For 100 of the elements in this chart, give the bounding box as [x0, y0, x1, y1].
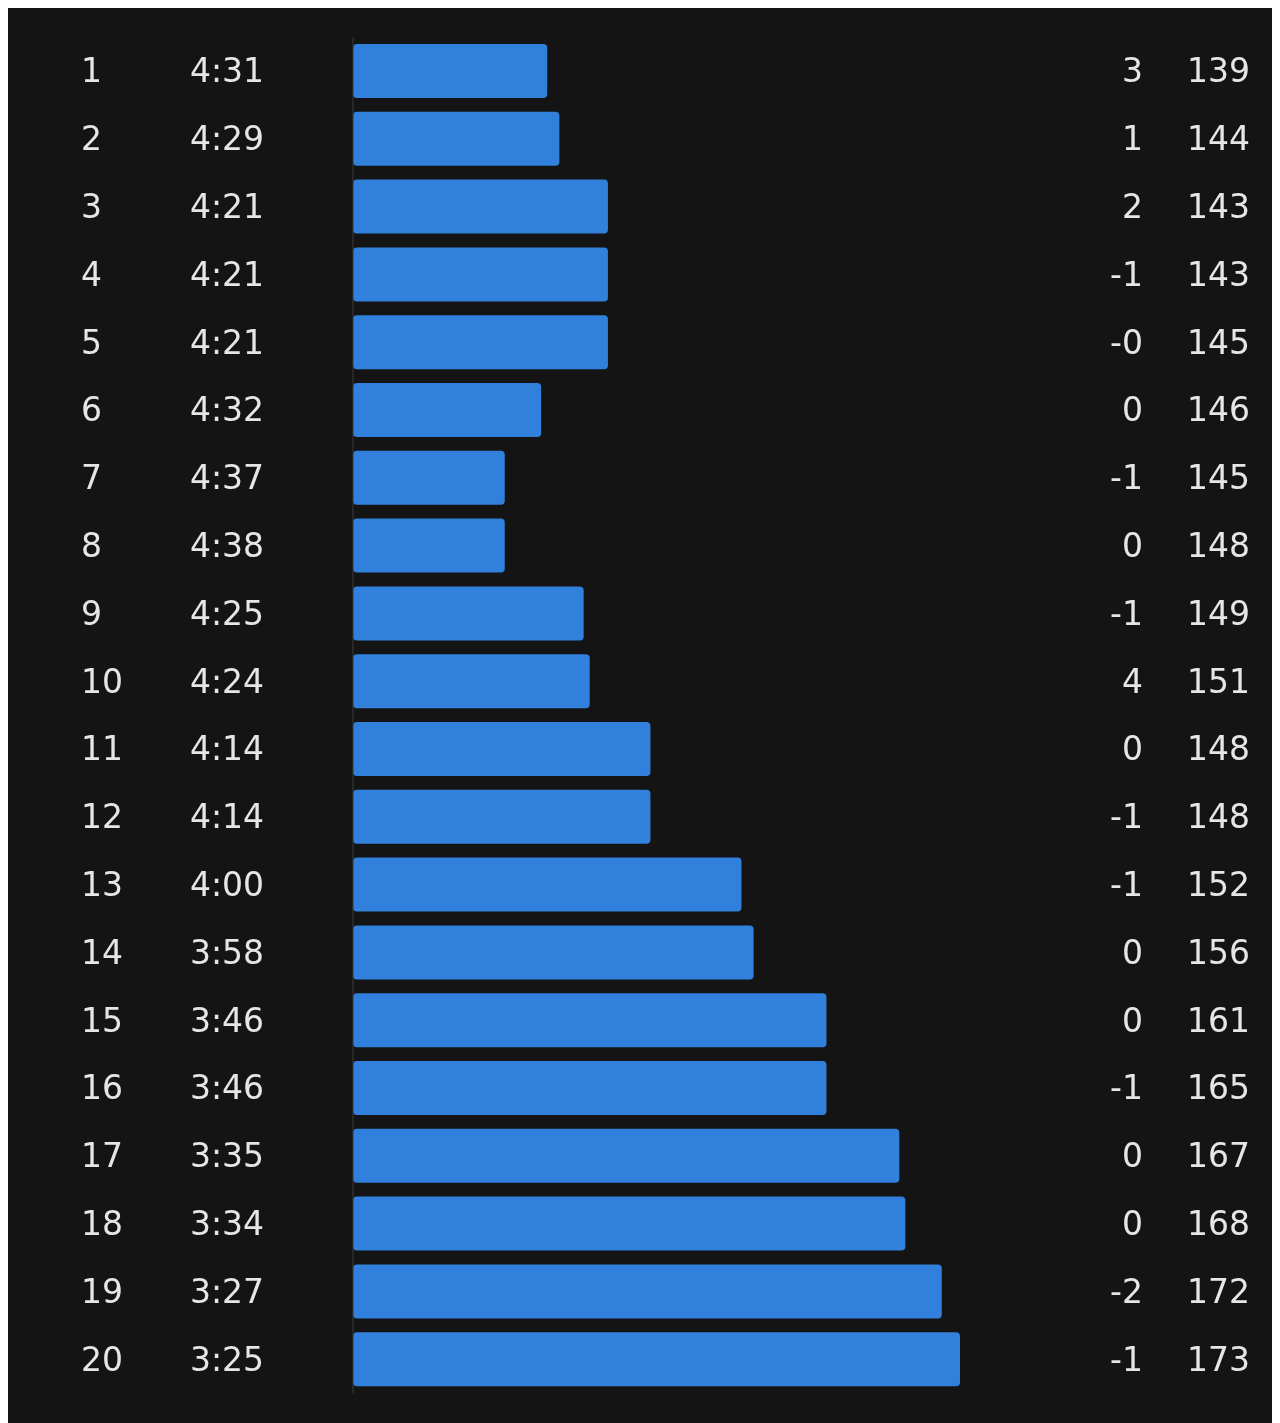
text: 3:46 — [190, 1000, 265, 1040]
text: 4:38 — [190, 526, 265, 566]
bar — [353, 722, 651, 776]
bar — [353, 654, 590, 709]
text: 0 — [1122, 1136, 1143, 1176]
text: 3:58 — [190, 932, 265, 972]
text: -2 — [1110, 1271, 1143, 1311]
y-tick-label: 18 — [81, 1204, 123, 1244]
text: 4:14 — [190, 729, 265, 769]
y-tick-label: 6 — [81, 390, 102, 430]
text: 4:29 — [190, 119, 265, 159]
text: 4:25 — [190, 593, 265, 633]
bar — [353, 518, 505, 573]
text: 4:14 — [190, 797, 265, 837]
text: 167 — [1187, 1136, 1250, 1176]
bar — [353, 1061, 827, 1115]
text: 4:21 — [190, 187, 265, 227]
text: 148 — [1187, 729, 1250, 769]
y-tick-label: 13 — [81, 865, 123, 905]
text: 4:21 — [190, 322, 265, 362]
text: 172 — [1187, 1271, 1250, 1311]
y-tick-label: 7 — [81, 458, 102, 498]
text: -1 — [1110, 1068, 1143, 1108]
y-tick-label: 10 — [81, 661, 123, 701]
text: 143 — [1187, 187, 1250, 227]
text: 173 — [1187, 1339, 1250, 1379]
text: 168 — [1187, 1204, 1250, 1244]
bar — [353, 789, 651, 844]
text: 156 — [1187, 932, 1250, 972]
text: 4:37 — [190, 458, 265, 498]
bar — [353, 450, 505, 505]
text: 3:46 — [190, 1068, 265, 1108]
text: 4:24 — [190, 661, 265, 701]
bar — [353, 1196, 906, 1251]
text: -0 — [1110, 322, 1143, 362]
bar — [353, 1332, 960, 1387]
y-tick-label: 14 — [81, 932, 123, 972]
text: 0 — [1122, 1204, 1143, 1244]
y-tick-label: 9 — [81, 593, 102, 633]
text: -1 — [1110, 593, 1143, 633]
y-tick-label: 4 — [81, 254, 102, 294]
text: 145 — [1187, 322, 1250, 362]
text: 151 — [1187, 661, 1250, 701]
text: -1 — [1110, 797, 1143, 837]
text: 144 — [1187, 119, 1250, 159]
text: -1 — [1110, 458, 1143, 498]
y-tick-label: 5 — [81, 322, 102, 362]
text: 145 — [1187, 458, 1250, 498]
y-tick-label: 3 — [81, 187, 102, 227]
text: 0 — [1122, 390, 1143, 430]
text: -1 — [1110, 865, 1143, 905]
text: 1 — [1122, 119, 1143, 159]
text: 4 — [1122, 661, 1143, 701]
text: 152 — [1187, 865, 1250, 905]
text: 146 — [1187, 390, 1250, 430]
text: 143 — [1187, 254, 1250, 294]
y-tick-label: 12 — [81, 797, 123, 837]
text: 3:27 — [190, 1271, 265, 1311]
y-tick-label: 15 — [81, 1000, 123, 1040]
text: 165 — [1187, 1068, 1250, 1108]
text: 139 — [1187, 51, 1250, 91]
text: 4:00 — [190, 865, 265, 905]
bar — [353, 1128, 900, 1183]
text: 4:31 — [190, 51, 265, 91]
y-tick-label: 17 — [81, 1136, 123, 1176]
text: 148 — [1187, 526, 1250, 566]
y-tick-label: 11 — [81, 729, 123, 769]
bar — [353, 925, 754, 980]
text: 4:32 — [190, 390, 265, 430]
bar — [353, 857, 742, 912]
bar — [353, 993, 827, 1048]
y-tick-label: 1 — [81, 51, 102, 91]
text: 3 — [1122, 51, 1143, 91]
bar — [353, 111, 560, 166]
bar — [353, 383, 542, 437]
y-tick-label: 19 — [81, 1271, 123, 1311]
bar — [353, 1264, 942, 1319]
text: 0 — [1122, 526, 1143, 566]
y-tick-label: 2 — [81, 119, 102, 159]
y-tick-label: 8 — [81, 526, 102, 566]
text: 0 — [1122, 932, 1143, 972]
text: 2 — [1122, 187, 1143, 227]
text: 149 — [1187, 593, 1250, 633]
text: 0 — [1122, 729, 1143, 769]
text: 3:25 — [190, 1339, 265, 1379]
bar — [353, 179, 608, 234]
bar — [353, 247, 608, 302]
bar — [353, 586, 584, 641]
text: 3:34 — [190, 1204, 265, 1244]
text: 0 — [1122, 1000, 1143, 1040]
bar — [353, 44, 548, 98]
text: -1 — [1110, 254, 1143, 294]
bar — [353, 315, 608, 370]
text: -1 — [1110, 1339, 1143, 1379]
y-tick-label: 20 — [81, 1339, 123, 1379]
y-tick-label: 16 — [81, 1068, 123, 1108]
text: 3:35 — [190, 1136, 265, 1176]
text: 161 — [1187, 1000, 1250, 1040]
text: 4:21 — [190, 254, 265, 294]
text: 148 — [1187, 797, 1250, 837]
